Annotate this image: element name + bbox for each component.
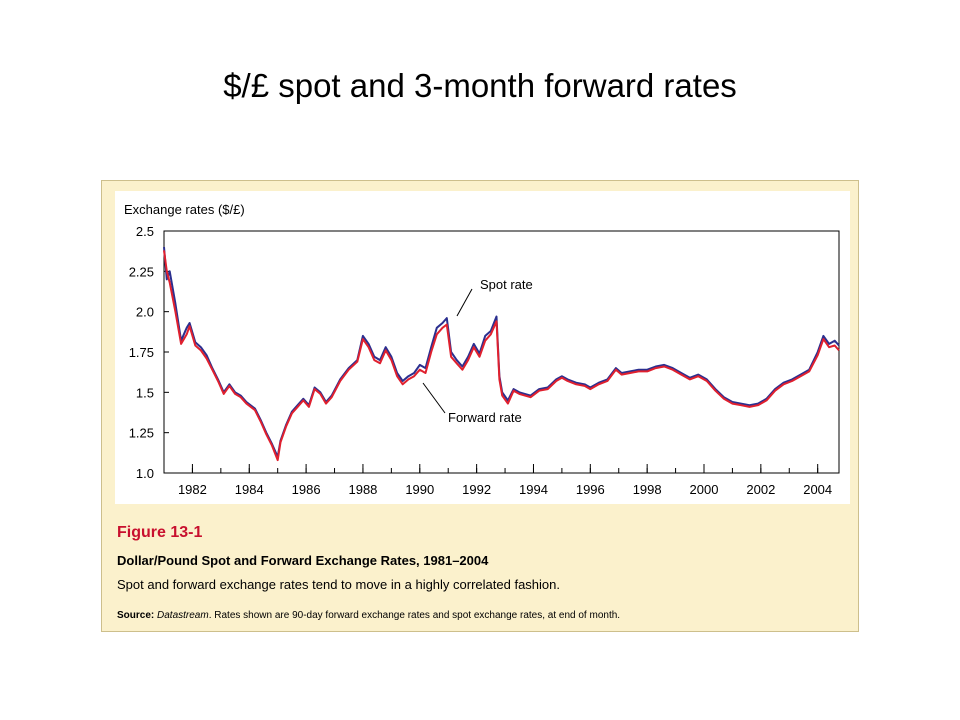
figure-description: Spot and forward exchange rates tend to …	[117, 577, 560, 592]
exchange-rate-chart: Exchange rates ($/£) 1.0 1.25 1.5 1.75 2.0 2.…	[124, 202, 840, 497]
forward-rate-leader	[422, 382, 446, 414]
plot-frame	[163, 230, 840, 474]
x-axis-ticks: 1982 1984 1986 1988 1990 1992 1994 1996 1998 2000…	[163, 464, 832, 497]
y-axis-ticks: 1.0 1.25 1.5 1.75 2.0 2.25 2.5	[129, 224, 169, 481]
figure-box: Exchange rates ($/£) 1.0 1.25 1.5 1.75 2.0 2.…	[101, 180, 859, 632]
forward-rate-annotation: Forward rate	[448, 410, 522, 425]
x-tick-label: 2000	[690, 482, 719, 497]
chart-panel: Exchange rates ($/£) 1.0 1.25 1.5 1.75 2.0 2.…	[115, 191, 850, 504]
forward-rate-line	[163, 250, 840, 462]
x-tick-label: 1988	[348, 482, 377, 497]
x-tick-label: 2002	[746, 482, 775, 497]
x-tick-label: 1992	[462, 482, 491, 497]
x-tick-label: 1984	[235, 482, 264, 497]
y-tick-label: 2.5	[136, 224, 154, 239]
x-tick-label: 1986	[292, 482, 321, 497]
x-tick-label: 1982	[178, 482, 207, 497]
series-layer	[163, 247, 840, 462]
figure-title: Dollar/Pound Spot and Forward Exchange R…	[117, 553, 489, 568]
source-label: Source:	[117, 610, 155, 621]
source-text: . Rates shown are 90-day forward exchang…	[208, 610, 621, 621]
y-tick-label: 1.75	[129, 345, 154, 360]
x-tick-label: 1998	[633, 482, 662, 497]
x-tick-label: 1994	[519, 482, 548, 497]
y-tick-label: 1.25	[129, 426, 154, 441]
x-tick-label: 2004	[803, 482, 832, 497]
figure-number: Figure 13-1	[117, 524, 203, 541]
source-name: Datastream	[157, 610, 209, 621]
y-tick-label: 1.5	[136, 385, 154, 400]
y-tick-label: 2.25	[129, 264, 154, 279]
y-axis-label: Exchange rates ($/£)	[124, 202, 245, 217]
y-tick-label: 1.0	[136, 466, 154, 481]
annotation-layer: Spot rate Forward rate	[422, 277, 533, 425]
y-tick-label: 2.0	[136, 305, 154, 320]
x-tick-label: 1996	[576, 482, 605, 497]
x-tick-label: 1990	[405, 482, 434, 497]
spot-rate-annotation: Spot rate	[480, 277, 533, 292]
figure-source: Source: Datastream. Rates shown are 90-d…	[117, 610, 848, 621]
slide-title: $/£ spot and 3-month forward rates	[223, 67, 737, 104]
spot-rate-leader	[456, 288, 473, 317]
